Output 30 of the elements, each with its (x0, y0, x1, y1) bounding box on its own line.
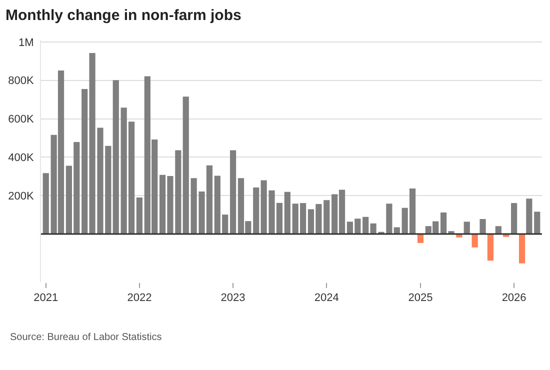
bar (464, 222, 470, 234)
x-tick-label: 2026 (502, 292, 526, 304)
bar (472, 234, 478, 248)
bar (417, 234, 424, 244)
bar (518, 234, 526, 264)
bar (324, 200, 330, 234)
bar (534, 212, 540, 234)
bar (136, 197, 143, 234)
bar (526, 198, 532, 234)
bar (182, 96, 189, 234)
y-tick-label: 200K (8, 190, 34, 202)
bar (42, 173, 49, 234)
x-tick-label: 2021 (34, 292, 58, 304)
bar (511, 203, 518, 234)
y-tick-label: 600K (8, 114, 34, 126)
bar (230, 150, 236, 234)
bar (284, 192, 290, 234)
y-tick-label: 800K (8, 75, 34, 88)
x-tick-label: 2024 (314, 292, 339, 304)
bar (487, 234, 494, 261)
x-tick-label: 2022 (127, 292, 152, 304)
x-tick-label: 2023 (220, 292, 246, 304)
chart-title: Monthly change in non-farm jobs (6, 6, 242, 24)
y-tick-label: 400K (8, 152, 34, 164)
bar (480, 219, 486, 234)
source-note: Source: Bureau of Labor Statistics (10, 332, 162, 343)
bar (253, 188, 260, 234)
y-tick-label: 1M (18, 36, 34, 49)
bar (112, 80, 119, 234)
x-tick-label: 2025 (408, 292, 433, 304)
